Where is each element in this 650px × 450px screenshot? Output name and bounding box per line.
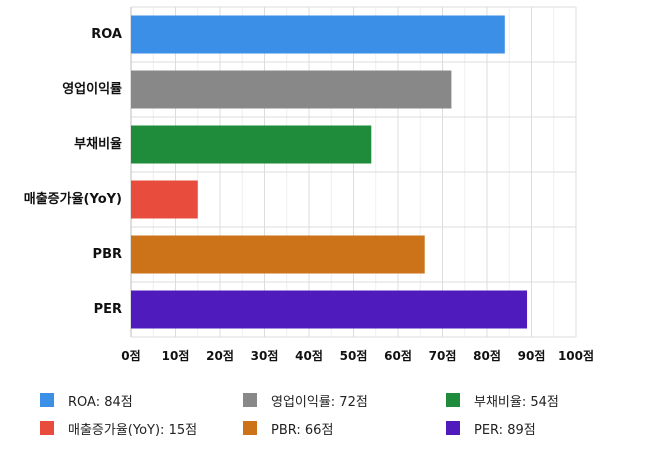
x-axis-tick-labels: 0점 10점 20점 30점 40점 50점 60점 70점 80점 90점 100점: [121, 348, 594, 363]
legend-label: PBR: 66점: [271, 422, 334, 438]
legend-swatch: [446, 393, 460, 407]
x-tick-label: 80점: [473, 348, 501, 363]
grid-lines: [130, 6, 577, 338]
bar: [131, 70, 452, 109]
category-label: 부채비율: [74, 136, 122, 152]
bar: [131, 235, 425, 274]
legend: ROA: 84점 영업이익률: 72점 부채비율: 54점 매출증가율(YoY)…: [40, 390, 640, 438]
legend-item[interactable]: 매출증가율(YoY): 15점: [40, 418, 243, 438]
category-label: ROA: [91, 27, 122, 42]
bar: [131, 15, 505, 54]
legend-item[interactable]: 부채비율: 54점: [446, 390, 640, 410]
legend-label: 부채비율: 54점: [474, 394, 559, 410]
legend-label: 매출증가율(YoY): 15점: [68, 422, 198, 438]
legend-label: 영업이익률: 72점: [271, 394, 368, 410]
legend-swatch: [40, 421, 54, 435]
category-label: PER: [94, 302, 122, 317]
bar: [131, 125, 372, 164]
legend-swatch: [243, 393, 257, 407]
x-tick-label: 50점: [340, 348, 368, 363]
legend-swatch: [40, 393, 54, 407]
x-tick-label: 40점: [295, 348, 323, 363]
legend-label: ROA: 84점: [68, 394, 133, 410]
x-tick-label: 0점: [121, 348, 140, 363]
legend-swatch: [243, 421, 257, 435]
legend-item[interactable]: 영업이익률: 72점: [243, 390, 446, 410]
bars: [131, 15, 528, 329]
x-tick-label: 100점: [558, 348, 594, 363]
legend-label: PER: 89점: [474, 422, 536, 438]
legend-item[interactable]: ROA: 84점: [40, 390, 243, 410]
legend-item[interactable]: PER: 89점: [446, 418, 640, 438]
bar: [131, 290, 528, 329]
x-tick-label: 70점: [429, 348, 457, 363]
category-label: 영업이익률: [62, 81, 122, 97]
x-tick-label: 90점: [518, 348, 546, 363]
bar: [131, 180, 198, 219]
category-label: 매출증가율(YoY): [24, 191, 122, 207]
x-tick-label: 60점: [384, 348, 412, 363]
category-label: PBR: [93, 247, 122, 262]
legend-swatch: [446, 421, 460, 435]
legend-item[interactable]: PBR: 66점: [243, 418, 446, 438]
x-tick-label: 30점: [251, 348, 279, 363]
x-tick-label: 20점: [206, 348, 234, 363]
x-tick-label: 10점: [162, 348, 190, 363]
